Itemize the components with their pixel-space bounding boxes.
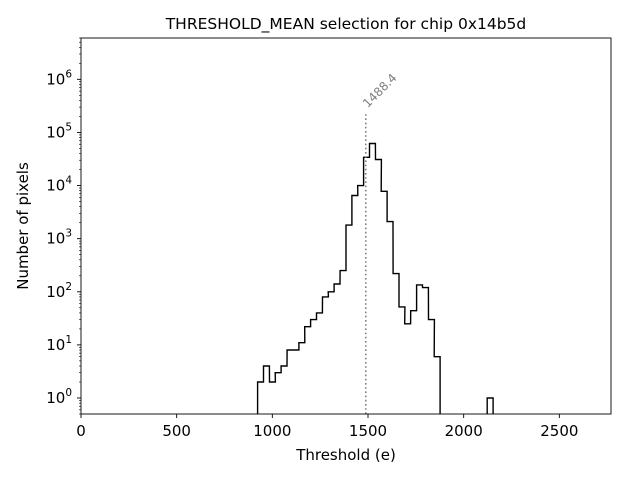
y-tick-label: 100 [46, 387, 72, 407]
y-tick-label: 102 [46, 281, 72, 301]
y-tick-label: 103 [46, 228, 72, 248]
y-axis-ticks: 100 101 102 103 104 105 106 [46, 37, 81, 415]
x-tick-label: 1000 [253, 422, 291, 440]
x-tick-label: 1500 [349, 422, 387, 440]
x-tick-label: 500 [162, 422, 191, 440]
histogram-bars [256, 142, 494, 414]
chart-title: THRESHOLD_MEAN selection for chip 0x14b5… [165, 15, 527, 34]
x-tick-label: 0 [76, 422, 86, 440]
mean-threshold-label: 1488.4 [360, 71, 400, 111]
histogram-step-1 [256, 142, 441, 414]
x-axis-label: Threshold (e) [295, 446, 396, 464]
x-tick-label: 2000 [445, 422, 483, 440]
x-axis-ticks: 0 500 1000 1500 2000 2500 [76, 414, 578, 440]
y-tick-label: 106 [46, 68, 72, 88]
y-tick-label: 104 [46, 175, 72, 195]
y-tick-label: 101 [46, 334, 72, 354]
y-axis-label: Number of pixels [14, 162, 32, 290]
histogram-step-2 [486, 397, 494, 414]
x-tick-label: 2500 [540, 422, 578, 440]
plot-frame [80, 37, 612, 415]
y-tick-label: 105 [46, 121, 72, 141]
